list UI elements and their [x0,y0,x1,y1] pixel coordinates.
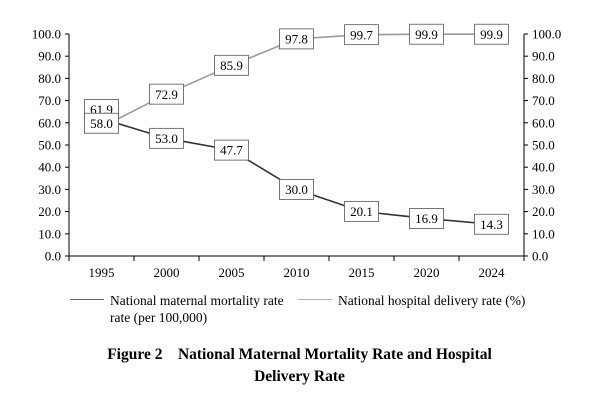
data-label-hospital-delivery: 99.9 [409,23,444,45]
data-label-box [84,112,119,134]
y-tick-label-right: 10.0 [532,226,555,241]
y-tick-label-left: 50.0 [38,138,61,153]
x-tick-label: 2000 [154,265,180,280]
data-label-value: 30.0 [285,182,308,197]
data-label-value: 97.8 [285,31,308,46]
y-tick-label-left: 20.0 [38,204,61,219]
legend-label-maternal-mortality-line2: rate (per 100,000) [110,310,208,325]
data-label-maternal-mortality: 20.1 [344,200,379,222]
data-label-hospital-delivery: 72.9 [149,83,184,105]
y-tick-label-right: 60.0 [532,115,555,130]
y-tick-label-left: 30.0 [38,182,61,197]
data-label-maternal-mortality: 16.9 [409,208,444,229]
data-label-box [149,83,184,105]
y-tick-label-left: 10.0 [38,226,61,241]
data-label-box [214,139,249,161]
y-tick-label-right: 30.0 [532,182,555,197]
data-label-box [344,200,379,222]
y-tick-label-right: 100.0 [532,27,561,42]
data-label-box [279,178,314,200]
data-label-value: 14.3 [480,217,503,232]
y-tick-label-right: 0.0 [532,249,548,264]
legend-label-hospital-delivery-line1: National hospital delivery rate (%) [338,293,526,308]
data-label-value: 99.9 [480,27,503,42]
x-tick-label: 2024 [479,265,506,280]
y-tick-label-left: 0.0 [45,249,61,264]
data-label-maternal-mortality: 53.0 [149,127,184,149]
x-tick-label: 1995 [89,265,115,280]
data-label-box [474,23,509,45]
x-tick-label: 2005 [219,265,245,280]
data-label-hospital-delivery: 85.9 [214,54,249,76]
data-label-hospital-delivery: 58.0 [84,112,119,134]
data-labels: 61.953.047.730.020.1 16.9 14.358.072.985.9… [84,23,509,235]
data-label-box [409,23,444,45]
legend-label-maternal-mortality-line1: National maternal mortality rate [110,293,284,308]
legend-label-hospital-delivery: National hospital delivery rate (%) [338,292,525,309]
x-tick-label: 2020 [414,265,440,280]
data-label-box [279,28,314,50]
y-tick-label-left: 40.0 [38,160,61,175]
data-label-box [344,24,379,46]
y-tick-label-right: 40.0 [532,160,555,175]
data-label-value: 72.9 [155,87,178,102]
data-label-value: 58.0 [90,116,113,131]
data-label-value: 85.9 [220,58,243,73]
data-label-box [149,127,184,149]
line-chart: 0.0 10.0 20.0 30.0 40.0 50.0 60.0 70.0 80.0 90.0 1… [32,23,562,300]
data-label-hospital-delivery: 99.9 [474,23,509,45]
y-tick-label-right: 70.0 [532,93,555,108]
y-tick-label-right: 80.0 [532,71,555,86]
figure-caption-line1: Figure 2 National Maternal Mortality Rat… [107,346,492,363]
data-label-maternal-mortality: 14.3 [474,213,509,235]
figure-caption: Figure 2 National Maternal Mortality Rat… [0,344,599,388]
data-label-hospital-delivery: 99.7 [344,24,379,46]
x-tick-label: 2015 [349,265,375,280]
x-tick-label: 2010 [284,265,310,280]
y-tick-label-left: 100.0 [32,27,61,42]
y-tick-label-left: 60.0 [38,115,61,130]
figure-caption-line2: Delivery Rate [254,368,345,385]
y-tick-label-right: 90.0 [532,49,555,64]
y-tick-label-right: 20.0 [532,204,555,219]
axes: 0.0 10.0 20.0 30.0 40.0 50.0 60.0 70.0 80.0 90.0 1… [32,27,562,281]
data-label-value: 16.9 [415,211,438,226]
data-label-value: 99.9 [415,27,438,42]
legend-label-maternal-mortality: National maternal mortality rate rate (p… [110,292,284,326]
data-label-maternal-mortality: 30.0 [279,178,314,200]
data-label-maternal-mortality: 47.7 [214,139,249,161]
data-label-value: 99.7 [350,27,373,42]
data-label-value: 47.7 [220,143,243,158]
data-label-box [474,213,509,235]
y-tick-label-left: 70.0 [38,93,61,108]
data-label-value: 53.0 [155,131,178,146]
y-tick-label-left: 90.0 [38,49,61,64]
data-label-box [409,208,444,229]
y-tick-label-left: 80.0 [38,71,61,86]
data-label-box [214,54,249,76]
data-label-hospital-delivery: 97.8 [279,28,314,50]
data-label-value: 20.1 [350,204,373,219]
y-tick-label-right: 50.0 [532,138,555,153]
